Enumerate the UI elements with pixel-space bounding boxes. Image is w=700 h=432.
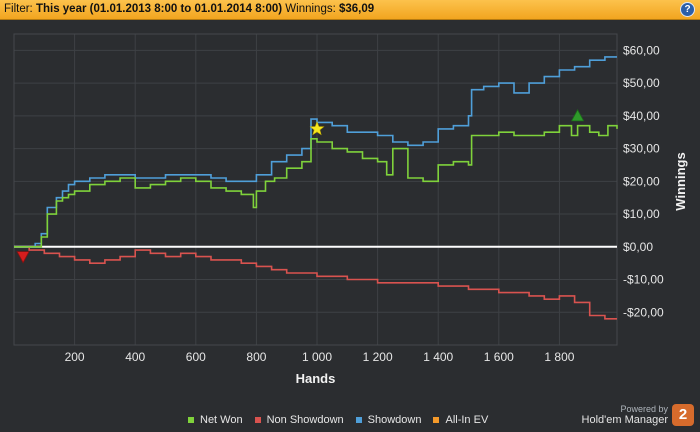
filter-range[interactable]: This year (01.01.2013 8:00 to 01.01.2014… (35, 3, 283, 15)
y-tick-label: $20,00 (623, 174, 660, 188)
triangle-up-marker-icon (570, 109, 585, 122)
chart-legend: Net Won Non Showdown Showdown All-In EV (188, 413, 500, 427)
legend-non-showdown[interactable]: Non Showdown (254, 414, 344, 426)
hm2-logo-icon: 2 (672, 404, 694, 426)
legend-label-net-won: Net Won (200, 414, 243, 426)
plot-area (14, 34, 617, 345)
x-tick-label: 1 000 (302, 350, 332, 364)
series-line-showdown (14, 56, 617, 248)
x-axis-title: Hands (296, 371, 336, 386)
plot-border (13, 33, 618, 346)
legend-label-non-showdown: Non Showdown (266, 414, 344, 426)
legend-label-showdown: Showdown (367, 414, 422, 426)
winnings-chart: 200 400 600 800 1 000 1 200 1 400 1 600 1 800 -$2… (13, 33, 688, 386)
x-tick-label: 400 (125, 350, 145, 364)
legend-swatch-all-in-ev (433, 417, 440, 423)
y-tick-label: $0,00 (623, 240, 653, 254)
y-tick-label: -$20,00 (623, 305, 664, 319)
powered-by-text: Powered by (620, 404, 668, 414)
brand-text: Powered by Hold'em Manager (582, 404, 668, 426)
y-tick-label: $10,00 (623, 207, 660, 221)
x-tick-label: 800 (246, 350, 266, 364)
star-marker-icon (309, 121, 325, 136)
y-tick-label: -$10,00 (623, 273, 664, 287)
x-tick-label: 1 600 (484, 350, 514, 364)
series-line-non-showdown (14, 246, 617, 320)
y-tick-label: $30,00 (623, 142, 660, 156)
product-name: Hold'em Manager (581, 414, 668, 426)
x-tick-label: 200 (65, 350, 85, 364)
legend-swatch-non-showdown (254, 417, 261, 423)
legend-all-in-ev[interactable]: All-In EV (433, 414, 488, 426)
legend-swatch-net-won (188, 417, 194, 423)
x-tick-label: 600 (186, 350, 206, 364)
y-axis-title: Winnings (673, 152, 688, 210)
legend-swatch-showdown (355, 417, 362, 423)
x-tick-label: 1 800 (544, 350, 574, 364)
winnings-label: Winnings: (285, 3, 336, 15)
legend-showdown[interactable]: Showdown (355, 414, 422, 426)
help-icon[interactable]: ? (680, 2, 695, 17)
legend-label-all-in-ev: All-In EV (445, 414, 489, 426)
y-tick-label: $40,00 (623, 109, 660, 123)
y-tick-label: $50,00 (623, 76, 660, 90)
branding: Powered by Hold'em Manager 2 (582, 402, 694, 428)
winnings-value: $36,09 (339, 3, 375, 15)
filter-label: Filter: (4, 3, 33, 15)
legend-net-won[interactable]: Net Won (188, 414, 243, 426)
y-tick-label: $60,00 (623, 43, 660, 57)
triangle-down-marker-icon (16, 251, 30, 264)
x-tick-label: 1 200 (363, 350, 393, 364)
series-line-net-won (14, 124, 618, 248)
filter-bar: Filter: This year (01.01.2013 8:00 to 01… (0, 0, 700, 20)
x-tick-label: 1 400 (423, 350, 453, 364)
